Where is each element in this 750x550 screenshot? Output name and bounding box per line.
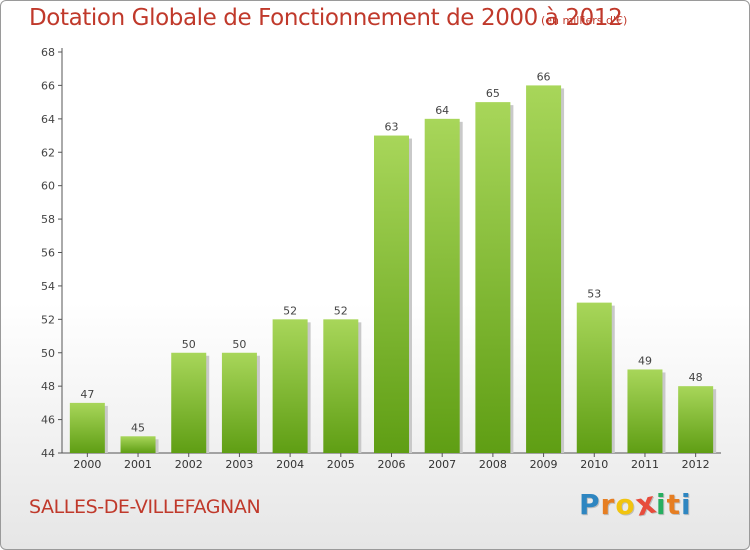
bar <box>678 386 714 453</box>
bar <box>475 102 511 453</box>
bar-value-label: 45 <box>131 421 145 434</box>
bar-value-label: 50 <box>232 338 246 351</box>
logo-letter: r <box>600 488 616 521</box>
bar-value-label: 48 <box>689 371 703 384</box>
bar-value-label: 66 <box>537 70 551 83</box>
bar <box>171 352 207 453</box>
bar-value-label: 53 <box>587 288 601 301</box>
bar-value-label: 65 <box>486 87 500 100</box>
town-name: SALLES-DE-VILLEFAGNAN <box>29 496 261 518</box>
y-tick-label: 54 <box>41 280 55 293</box>
bar <box>323 319 359 453</box>
x-tick-label: 2004 <box>276 458 304 471</box>
bar-value-label: 64 <box>435 104 449 117</box>
x-tick-label: 2007 <box>428 458 456 471</box>
y-tick-label: 46 <box>41 414 55 427</box>
bar-value-label: 47 <box>80 388 94 401</box>
bar <box>424 118 460 453</box>
bar <box>272 319 308 453</box>
x-tick-label: 2002 <box>175 458 203 471</box>
x-tick-label: 2010 <box>580 458 608 471</box>
logo-letter: P <box>579 488 601 521</box>
y-tick-label: 44 <box>41 447 55 460</box>
bar-value-label: 52 <box>334 304 348 317</box>
y-tick-label: 62 <box>41 146 55 159</box>
x-tick-label: 2006 <box>378 458 406 471</box>
x-tick-label: 2009 <box>530 458 558 471</box>
chart-subtitle: (en milliers d'€) <box>541 14 628 27</box>
bar <box>69 402 105 453</box>
y-tick-label: 56 <box>41 247 55 260</box>
logo-letter: o <box>615 488 636 521</box>
y-tick-label: 48 <box>41 380 55 393</box>
x-tick-label: 2008 <box>479 458 507 471</box>
x-tick-label: 2000 <box>73 458 101 471</box>
x-tick-label: 2011 <box>631 458 659 471</box>
bar <box>526 85 562 454</box>
bar-value-label: 52 <box>283 304 297 317</box>
logo-letter: i <box>680 488 692 521</box>
bar <box>120 436 156 453</box>
logo-letter: t <box>666 488 681 521</box>
proxiti-logo[interactable]: Proxiti <box>579 485 692 523</box>
x-tick-label: 2001 <box>124 458 152 471</box>
y-tick-label: 60 <box>41 180 55 193</box>
logo-letter: i <box>655 488 667 521</box>
x-tick-label: 2012 <box>682 458 710 471</box>
y-tick-label: 68 <box>41 46 55 59</box>
y-tick-label: 66 <box>41 79 55 92</box>
y-tick-label: 50 <box>41 347 55 360</box>
bar <box>374 135 409 453</box>
y-tick-label: 52 <box>41 313 55 326</box>
y-tick-label: 64 <box>41 113 55 126</box>
bar <box>576 302 612 453</box>
bar-value-label: 49 <box>638 354 652 367</box>
y-tick-label: 58 <box>41 213 55 226</box>
x-tick-label: 2005 <box>327 458 355 471</box>
bar <box>627 369 663 453</box>
bar-value-label: 63 <box>385 121 399 134</box>
bar-value-label: 50 <box>182 338 196 351</box>
chart-title: Dotation Globale de Fonctionnement de 20… <box>29 5 623 31</box>
x-tick-label: 2003 <box>225 458 253 471</box>
bar <box>221 352 257 453</box>
